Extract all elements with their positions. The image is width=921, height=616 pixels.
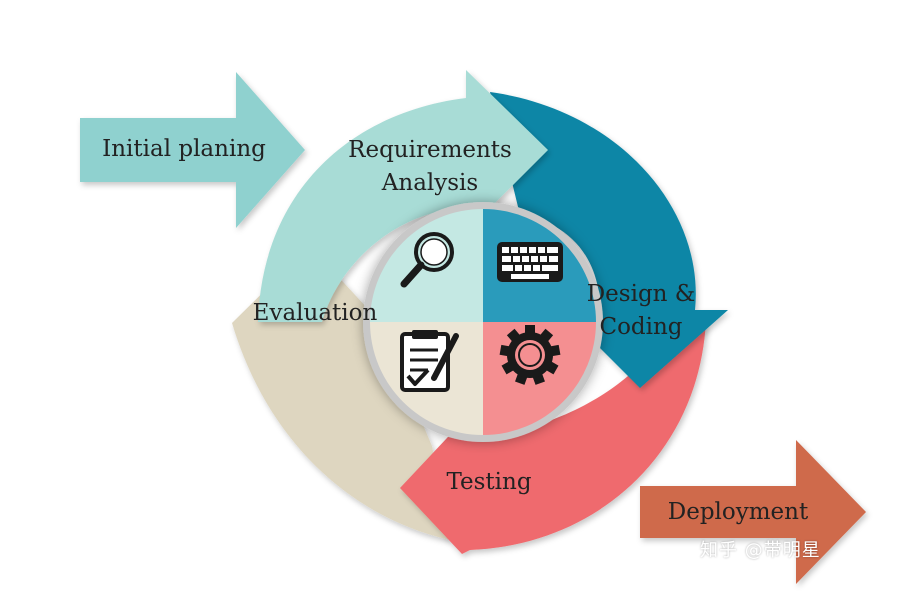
requirements-segment	[258, 70, 548, 322]
requirements-label-line2: Analysis	[381, 170, 478, 196]
design-label-line1: Design &	[587, 281, 696, 307]
testing-segment	[400, 320, 706, 554]
deployment-label: Deployment	[668, 499, 809, 525]
design-coding-segment	[490, 92, 728, 388]
evaluation-label: Evaluation	[253, 300, 378, 326]
keyboard-icon	[497, 242, 563, 282]
testing-label: Testing	[446, 469, 531, 495]
initial-planning-label: Initial planing	[102, 136, 266, 162]
design-label-line2: Coding	[599, 314, 682, 340]
requirements-label-line1: Requirements	[348, 137, 512, 163]
magnifier-icon	[400, 232, 454, 288]
initial-planning-arrow	[80, 72, 305, 228]
clipboard-checklist-icon	[400, 330, 459, 392]
watermark-text: 知乎 @带明星	[700, 540, 821, 561]
center-quadrant-requirements	[370, 209, 483, 322]
deployment-arrow	[640, 440, 866, 584]
gear-icon	[499, 325, 561, 385]
center-quadrants	[370, 209, 596, 435]
